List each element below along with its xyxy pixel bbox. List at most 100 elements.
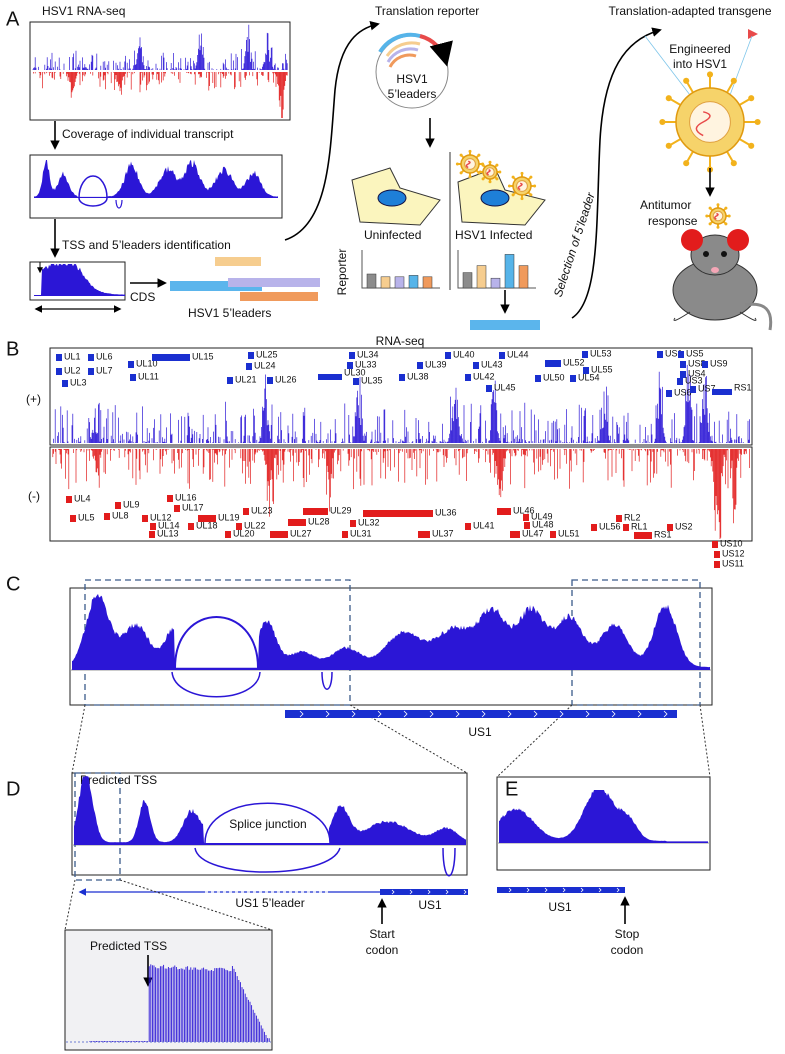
gene-block (349, 352, 355, 359)
gene-label: UL9 (123, 499, 140, 509)
virus-icons (455, 149, 537, 201)
gene-block (115, 502, 121, 509)
label: Engineered (669, 42, 730, 56)
chevron (544, 887, 548, 893)
icon-bar (476, 265, 487, 289)
label: into HSV1 (673, 57, 727, 71)
gene-label: UL43 (481, 359, 503, 369)
zoom-line (64, 879, 273, 931)
gene-label: US10 (720, 538, 743, 548)
gene-block (418, 531, 430, 538)
virus-knob (705, 214, 709, 218)
chevron (562, 887, 566, 893)
gene-block (524, 522, 530, 529)
splice-arc (194, 847, 341, 873)
virus-knob (727, 214, 731, 218)
virus-knob (724, 222, 728, 226)
coverage (52, 449, 750, 539)
label: TSS and 5’leaders identification (62, 238, 231, 252)
gene-block (678, 351, 684, 358)
leader-bar (228, 278, 320, 287)
virus-knob (748, 142, 755, 149)
virus-knob (478, 170, 482, 174)
gene-block (591, 524, 597, 531)
gene-label: UL1 (64, 351, 81, 361)
gene-label: US8 (688, 358, 706, 368)
frame (49, 347, 753, 446)
gene-label: US11 (722, 558, 744, 568)
virus-knob (459, 171, 463, 175)
gene-label: UL44 (507, 349, 529, 359)
virus-genome (714, 212, 719, 220)
panel-letter: D (6, 778, 20, 800)
virus-knob (455, 162, 459, 166)
gene-label: UL7 (96, 365, 113, 375)
chevron (403, 710, 408, 718)
gene-label: RL1 (631, 521, 648, 531)
plasmid-arc (378, 32, 421, 54)
gene-block (465, 523, 471, 530)
gene-block (88, 354, 94, 361)
chevron (377, 710, 382, 718)
gene-label: RS1 (654, 529, 672, 539)
gene-block (142, 515, 148, 522)
label: Splice junction (229, 817, 306, 831)
zoom-box (84, 579, 351, 706)
label: Stop (615, 927, 640, 941)
gene-label: UL14 (158, 520, 180, 530)
gene-block (350, 520, 356, 527)
plasmid-arc (388, 53, 417, 68)
gene-label: UL2 (64, 365, 81, 375)
gene-block (88, 368, 94, 375)
gene-block (510, 531, 520, 538)
virus-core (689, 101, 731, 143)
gene-label: US2 (675, 521, 693, 531)
frame (29, 21, 291, 121)
label: response (648, 214, 698, 228)
gene-label: UL8 (112, 510, 129, 520)
gene-block (104, 513, 110, 520)
gene-block (225, 531, 231, 538)
gene-block (712, 541, 718, 548)
virus-genome (517, 182, 523, 191)
gene-block (499, 352, 505, 359)
virus-knob (529, 193, 533, 197)
label: codon (611, 943, 644, 957)
coverage (72, 594, 710, 670)
leader-bar (240, 292, 318, 301)
splice-arc (321, 671, 333, 690)
gene-block (318, 374, 342, 380)
label: Translation reporter (375, 4, 479, 18)
gene-block (677, 378, 683, 385)
chevron (481, 710, 486, 718)
coverage (32, 24, 288, 70)
icon-bar (380, 276, 391, 289)
gene-label: UL23 (251, 505, 273, 515)
virus-knob (495, 177, 499, 181)
splice-arc (204, 802, 331, 844)
virus-knob (665, 142, 672, 149)
label: Predicted TSS (80, 773, 157, 787)
panel-letter: A (6, 8, 20, 30)
splice-arc (171, 671, 261, 698)
arrow (571, 27, 662, 319)
chevron (508, 887, 512, 893)
gene-label: UL46 (513, 505, 535, 515)
virus (705, 203, 731, 229)
nucleus (480, 189, 510, 207)
gene-label: UL53 (590, 348, 612, 358)
virus-knob (533, 184, 537, 188)
virus-core (464, 158, 476, 170)
chevron (325, 710, 330, 718)
gene-label: UL35 (361, 375, 383, 385)
chevron (409, 889, 413, 895)
gene-label: UL16 (175, 492, 197, 502)
gene-label: UL38 (407, 371, 429, 381)
gene-label: UL22 (244, 520, 266, 530)
gene-block (465, 374, 471, 381)
gene-block (417, 362, 423, 369)
gene-label: UL27 (290, 528, 312, 538)
gene-label: UL34 (357, 349, 379, 359)
chevron (427, 889, 431, 895)
gene-label: UL6 (96, 351, 113, 361)
